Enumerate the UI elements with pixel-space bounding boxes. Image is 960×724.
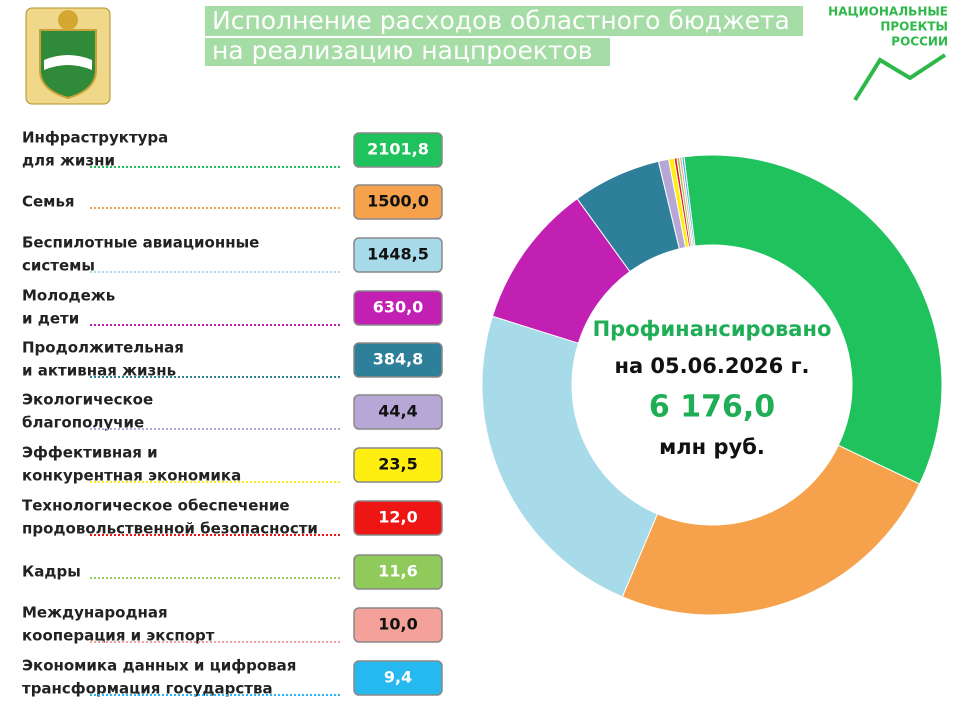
logo-text: РОССИИ <box>891 35 948 49</box>
value-label: 2101,8 <box>367 140 429 159</box>
title: Исполнение расходов областного бюджета <box>212 6 790 35</box>
logo-text: ПРОЕКТЫ <box>880 20 948 34</box>
category-label: благополучие <box>22 414 144 432</box>
value-box <box>353 394 443 430</box>
center-text: млн руб. <box>659 435 765 459</box>
category-label: продовольственной безопасности <box>22 520 318 538</box>
category-label: Кадры <box>22 563 81 581</box>
category-label: Семья <box>22 193 75 211</box>
value-box <box>353 607 443 643</box>
value-box <box>353 500 443 536</box>
title: на реализацию нацпроектов <box>212 36 593 65</box>
category-label: и дети <box>22 310 79 328</box>
category-label: Инфраструктура <box>22 129 168 147</box>
category-label: системы <box>22 257 95 275</box>
category-label: Экологическое <box>22 391 153 409</box>
donut-segment <box>681 156 696 247</box>
value-label: 11,6 <box>378 562 417 581</box>
value-label: 10,0 <box>378 615 417 634</box>
value-box <box>353 132 443 168</box>
value-label: 12,0 <box>378 508 417 527</box>
value-label: 1500,0 <box>367 192 429 211</box>
donut-segment <box>621 444 921 616</box>
category-label: Технологическое обеспечение <box>22 497 290 515</box>
center-text: 6 176,0 <box>649 390 775 425</box>
value-box <box>353 237 443 273</box>
category-label: и активная жизнь <box>22 362 176 380</box>
category-label: для жизни <box>22 152 115 170</box>
category-label: Эффективная и <box>22 444 158 462</box>
value-label: 44,4 <box>378 402 417 421</box>
logo-text: НАЦИОНАЛЬНЫЕ <box>828 5 948 19</box>
value-label: 1448,5 <box>367 245 429 264</box>
category-label: Международная <box>22 604 168 622</box>
center-text: на 05.06.2026 г. <box>614 354 809 378</box>
donut-segment <box>683 154 943 485</box>
category-label: трансформация государства <box>22 680 273 698</box>
value-box <box>353 290 443 326</box>
title-band <box>205 6 803 36</box>
category-label: Молодежь <box>22 287 115 305</box>
donut-segment <box>481 315 659 598</box>
coat-of-arms <box>25 7 111 105</box>
value-box <box>353 660 443 696</box>
category-label: Продолжительная <box>22 339 184 357</box>
value-label: 384,8 <box>373 350 424 369</box>
value-box <box>353 447 443 483</box>
category-label: конкурентная экономика <box>22 467 241 485</box>
value-label: 630,0 <box>373 298 424 317</box>
np-logo: НАЦИОНАЛЬНЫЕ ПРОЕКТЫ РОССИИ <box>828 5 948 102</box>
category-label: Беспилотные авиационные <box>22 234 259 252</box>
value-label: 23,5 <box>378 455 417 474</box>
value-box <box>353 184 443 220</box>
category-label: кооперация и экспорт <box>22 627 215 645</box>
category-label: Экономика данных и цифровая <box>22 657 296 675</box>
value-box <box>353 342 443 378</box>
center-text: Профинансировано <box>593 317 832 341</box>
title-band <box>205 38 610 66</box>
value-label: 9,4 <box>384 668 412 687</box>
value-box <box>353 554 443 590</box>
